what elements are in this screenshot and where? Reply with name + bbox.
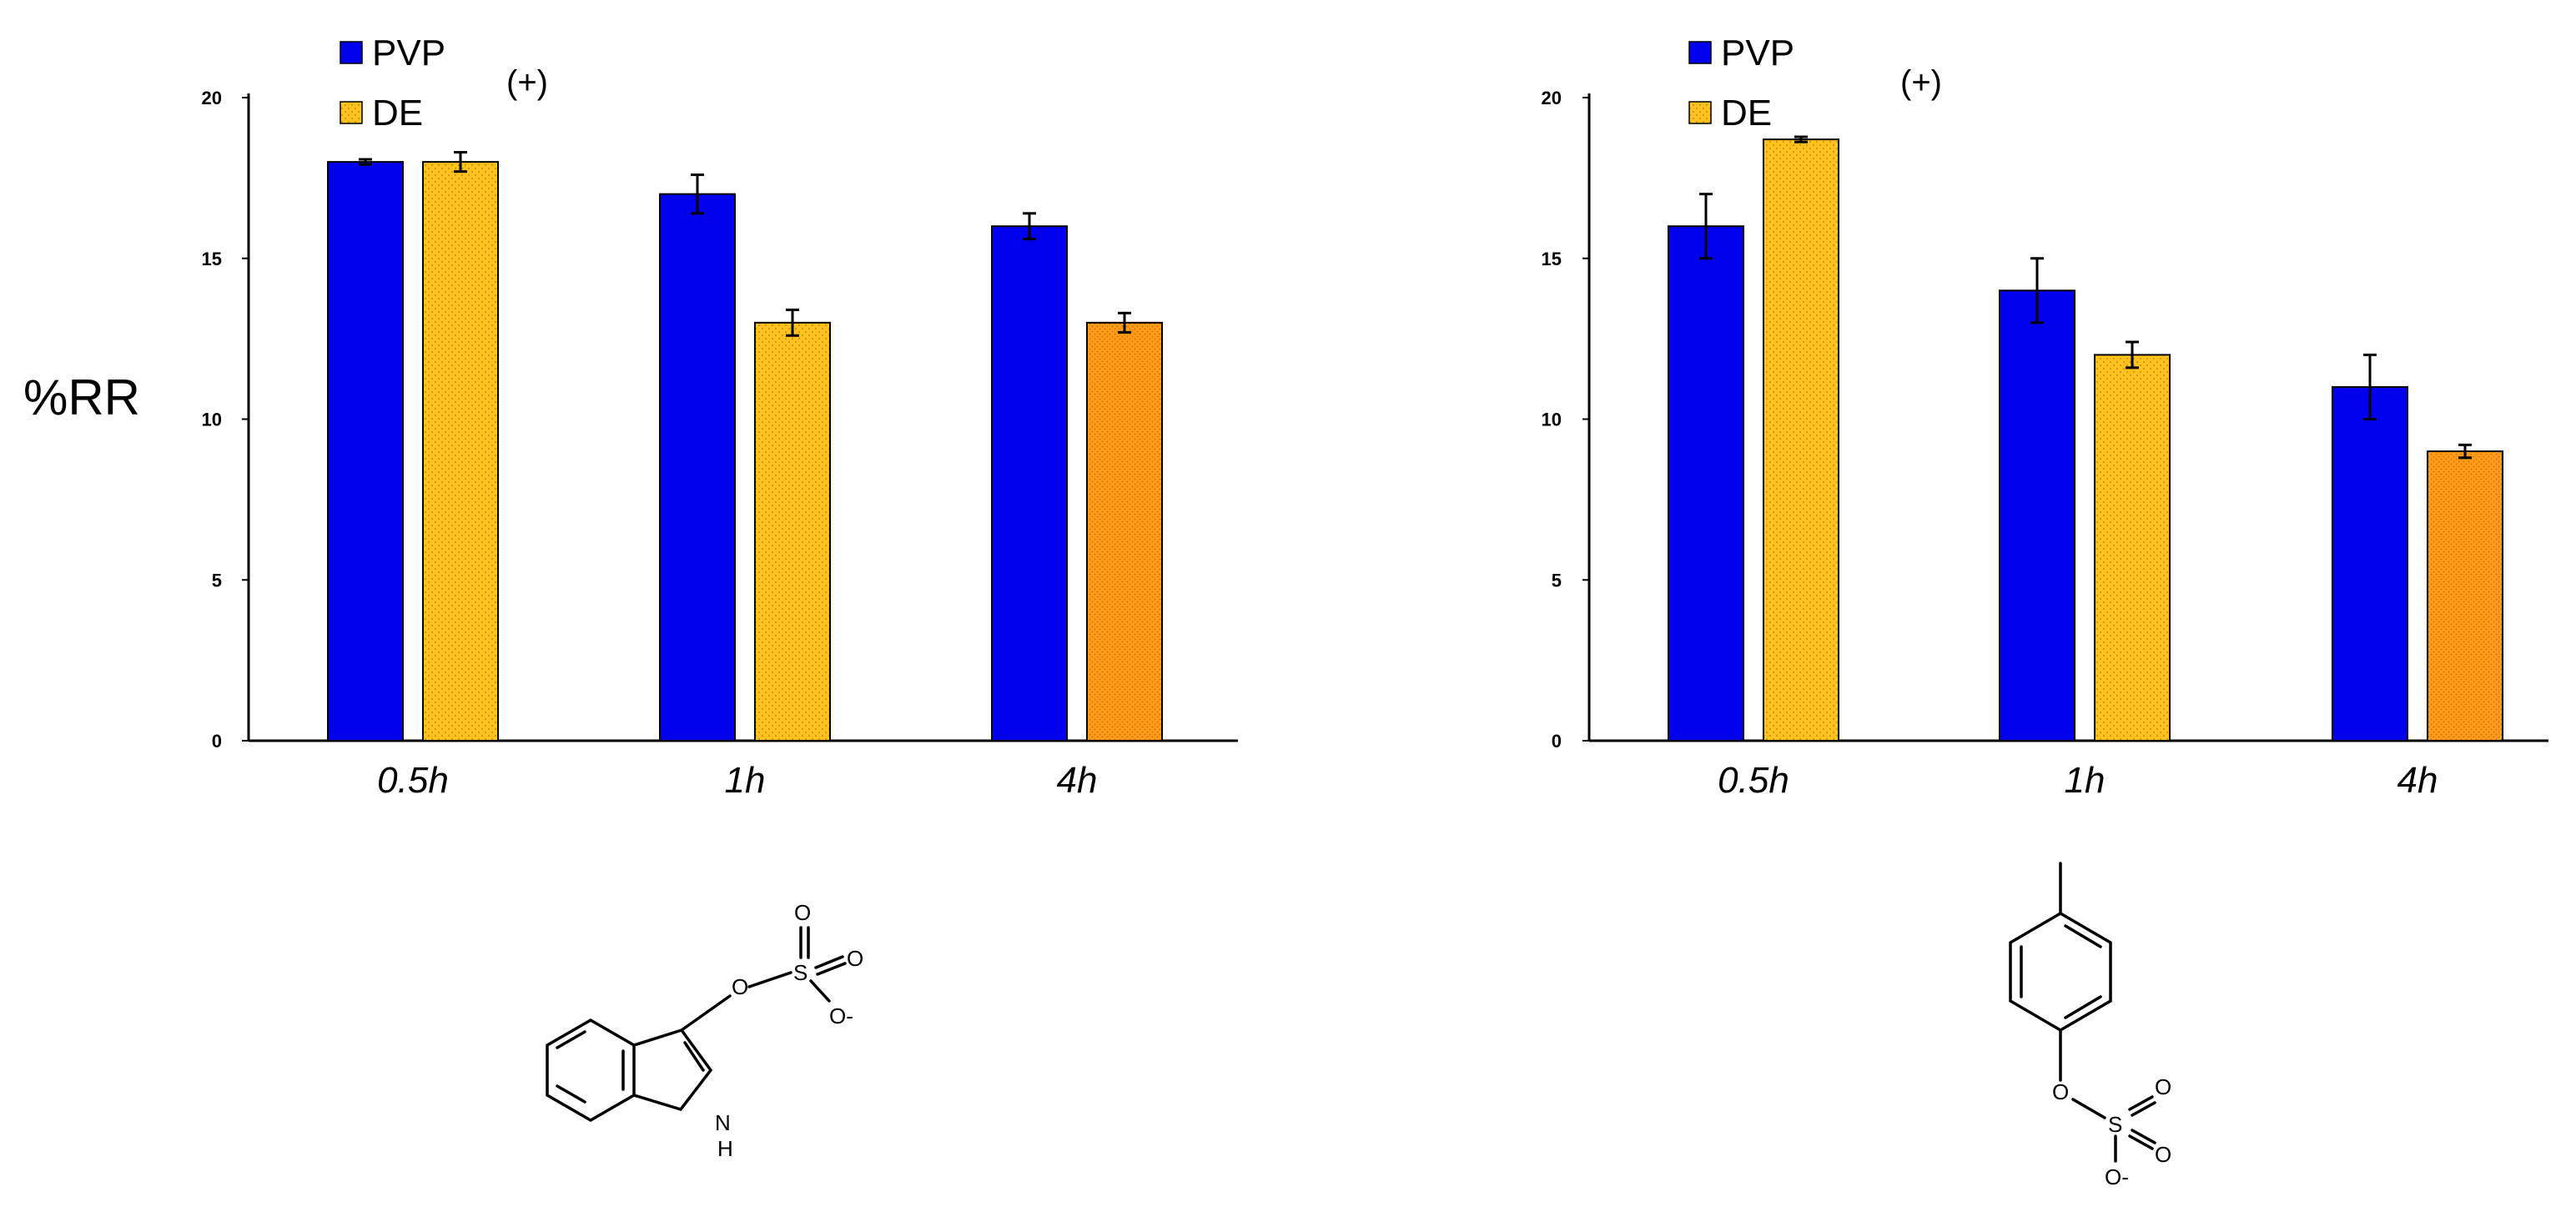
x-tick-label: 1h	[2065, 760, 2106, 801]
atom-label: H	[717, 1136, 733, 1161]
legend-swatch	[340, 101, 363, 124]
y-axis-label: %RR	[23, 370, 140, 425]
y-tick-label: 10	[202, 410, 222, 430]
y-tick-label: 0	[1552, 731, 1562, 752]
chart-annotation: (+)	[1900, 64, 1942, 101]
atom-label: O	[794, 900, 811, 925]
bar-pvp	[1999, 289, 2075, 742]
x-tick-label: 0.5h	[377, 760, 449, 801]
legend-label: PVP	[1721, 33, 1794, 73]
atom-label: N	[715, 1110, 731, 1135]
bar-pvp	[991, 225, 1068, 742]
bar-de	[422, 161, 499, 742]
atom-label: O-	[2105, 1164, 2129, 1189]
bar-de	[1086, 321, 1163, 742]
pyrrole-ring	[632, 1028, 713, 1112]
atom-label: O	[2052, 1079, 2069, 1104]
bar-pvp	[2332, 385, 2408, 742]
bar-pvp	[1668, 225, 1744, 742]
chart-right: 0 5 10 15 20 0.5h 1h 4h PVP DE (+)	[1542, 33, 2548, 801]
structure-p-cresyl-sulfate: O S O O O-	[2009, 862, 2171, 1189]
chart-annotation: (+)	[506, 64, 548, 101]
y-tick-label: 5	[1552, 570, 1562, 591]
x-tick-label: 0.5h	[1718, 760, 1789, 801]
y-tick-label: 20	[202, 88, 222, 108]
bar-de	[2427, 450, 2503, 742]
legend-label: PVP	[372, 33, 445, 73]
bar-pvp	[659, 193, 736, 742]
atom-label: S	[793, 960, 808, 985]
legend-swatch	[1688, 101, 1712, 124]
bar-pvp	[327, 161, 404, 742]
y-tick-label: 0	[212, 731, 222, 752]
atom-label: O	[2155, 1074, 2171, 1099]
x-tick-label: 4h	[2397, 760, 2438, 801]
legend-label: DE	[1721, 93, 1772, 133]
y-tick-label: 20	[1542, 88, 1562, 108]
legend-swatch	[1688, 41, 1712, 64]
bar-de	[1763, 138, 1839, 742]
benzene-ring	[546, 1018, 636, 1123]
x-tick-label: 1h	[725, 760, 766, 801]
bar-de	[2094, 354, 2171, 742]
y-tick-label: 5	[212, 570, 222, 591]
structure-indoxyl-sulfate: O S O O O- N H	[546, 900, 863, 1161]
benzene-ring	[2009, 912, 2112, 1033]
atom-label: S	[2108, 1112, 2122, 1137]
chart-left: 0 5 10 15 20 0.5h 1h 4h PVP DE (+)	[202, 33, 1238, 801]
atom-label: O	[732, 974, 748, 999]
y-tick-label: 15	[202, 249, 222, 269]
y-tick-label: 10	[1542, 410, 1562, 430]
x-tick-label: 4h	[1057, 760, 1098, 801]
legend-label: DE	[372, 93, 423, 133]
atom-label: O	[847, 946, 863, 971]
y-tick-label: 15	[1542, 249, 1562, 269]
legend-swatch	[340, 41, 363, 64]
bar-de	[754, 321, 831, 742]
atom-label: O-	[829, 1003, 853, 1028]
atom-label: O	[2155, 1142, 2171, 1167]
